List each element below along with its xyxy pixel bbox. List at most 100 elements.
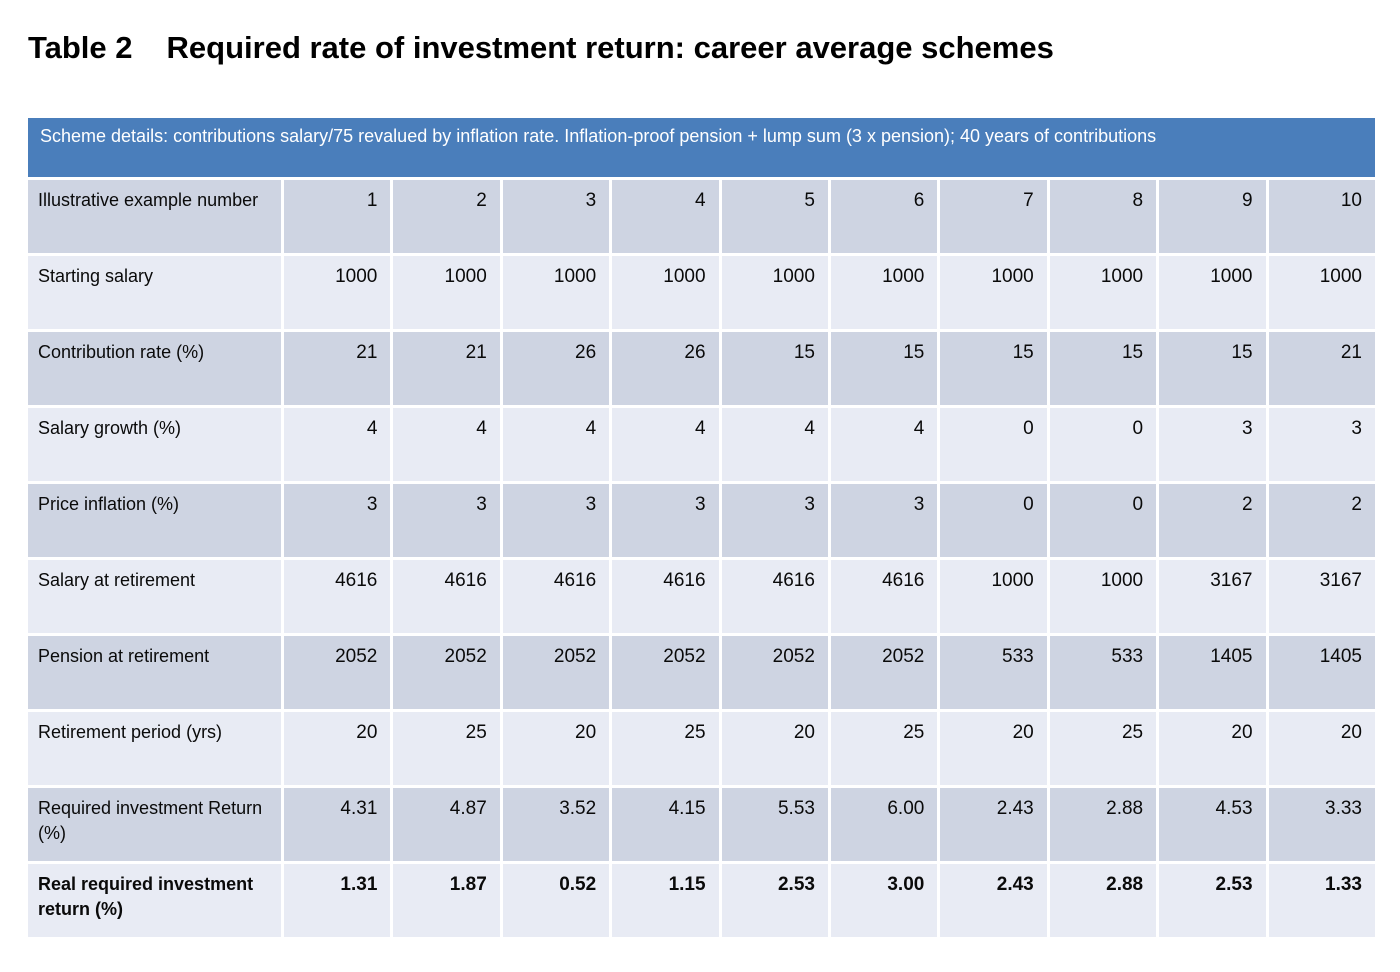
row-label: Starting salary <box>28 256 281 329</box>
table-cell: 1000 <box>284 256 391 329</box>
table-cell: 25 <box>1049 712 1157 785</box>
table-cell: 3 <box>502 180 610 253</box>
table-cell: 1000 <box>612 256 719 329</box>
table-cell: 2 <box>1268 484 1375 557</box>
table-cell: 3.00 <box>830 864 938 937</box>
table-cell: 1000 <box>940 560 1047 633</box>
table-cell: 4616 <box>721 560 828 633</box>
row-label: Retirement period (yrs) <box>28 712 281 785</box>
table-cell: 533 <box>1049 636 1157 709</box>
table-cell: 1000 <box>1159 256 1266 329</box>
table-row: Starting salary 1000 1000 1000 1000 1000 1000 1… <box>28 256 1375 329</box>
table-cell: 4 <box>830 408 938 481</box>
table-cell: 1.31 <box>284 864 391 937</box>
table-cell: 3.52 <box>502 788 610 861</box>
table-cell: 5 <box>721 180 828 253</box>
table-cell: 25 <box>393 712 500 785</box>
table-cell: 9 <box>1159 180 1266 253</box>
table-cell: 7 <box>940 180 1047 253</box>
table-cell: 0.52 <box>502 864 610 937</box>
table-cell: 3167 <box>1268 560 1375 633</box>
table-cell: 2 <box>1159 484 1266 557</box>
row-label: Price inflation (%) <box>28 484 281 557</box>
table-row: Contribution rate (%) 21 21 26 26 15 15 15 15 15 2… <box>28 332 1375 405</box>
table-cell: 2.53 <box>1159 864 1266 937</box>
table-cell: 15 <box>830 332 938 405</box>
table-cell: 20 <box>940 712 1047 785</box>
table-row: Illustrative example number 1 2 3 4 5 6 7 8 9 10 <box>28 180 1375 253</box>
table-cell: 4.15 <box>612 788 719 861</box>
table-cell: 3 <box>284 484 391 557</box>
table-cell: 533 <box>940 636 1047 709</box>
row-label: Required investment Return (%) <box>28 788 281 861</box>
table-cell: 2.53 <box>721 864 828 937</box>
table-cell: 3 <box>1268 408 1375 481</box>
table-cell: 4.31 <box>284 788 391 861</box>
table-cell: 15 <box>1159 332 1266 405</box>
table-cell: 4 <box>612 180 719 253</box>
table-cell: 4 <box>284 408 391 481</box>
row-label: Pension at retirement <box>28 636 281 709</box>
table-cell: 1000 <box>940 256 1047 329</box>
table-cell: 6 <box>830 180 938 253</box>
table-cell: 4616 <box>612 560 719 633</box>
table-cell: 26 <box>612 332 719 405</box>
table-cell: 4 <box>393 408 500 481</box>
table-cell: 21 <box>393 332 500 405</box>
table-cell: 1000 <box>721 256 828 329</box>
table-cell: 3 <box>830 484 938 557</box>
table-cell: 2.43 <box>940 864 1047 937</box>
table-cell: 2 <box>393 180 500 253</box>
table-cell: 4 <box>612 408 719 481</box>
table-cell: 3167 <box>1159 560 1266 633</box>
table-cell: 1.33 <box>1268 864 1375 937</box>
table-cell: 2052 <box>284 636 391 709</box>
table-cell: 0 <box>940 408 1047 481</box>
table-cell: 21 <box>284 332 391 405</box>
table-cell: 3 <box>1159 408 1266 481</box>
scheme-details-header: Scheme details: contributions salary/75 … <box>28 118 1375 177</box>
table-cell: 2.88 <box>1049 788 1157 861</box>
table-cell: 2052 <box>393 636 500 709</box>
table-row: Pension at retirement 2052 2052 2052 2052 205… <box>28 636 1375 709</box>
table-cell: 4.87 <box>393 788 500 861</box>
table-row: Real required investment return (%) 1.31 1… <box>28 864 1375 937</box>
table-row: Retirement period (yrs) 20 25 20 25 20 25 20 25 2… <box>28 712 1375 785</box>
table-cell: 2.43 <box>940 788 1047 861</box>
row-label: Salary growth (%) <box>28 408 281 481</box>
table-cell: 3 <box>393 484 500 557</box>
table-cell: 20 <box>1159 712 1266 785</box>
table-cell: 2052 <box>721 636 828 709</box>
table-title-text: Required rate of investment return: care… <box>166 30 1054 65</box>
table-cell: 0 <box>1049 408 1157 481</box>
row-label: Salary at retirement <box>28 560 281 633</box>
table-number: Table 2 <box>28 30 133 65</box>
table-cell: 15 <box>721 332 828 405</box>
table-cell: 4 <box>721 408 828 481</box>
table-cell: 3 <box>721 484 828 557</box>
table-cell: 15 <box>940 332 1047 405</box>
row-label: Illustrative example number <box>28 180 281 253</box>
table-cell: 1405 <box>1159 636 1266 709</box>
table-cell: 3.33 <box>1268 788 1375 861</box>
scheme-details-header-row: Scheme details: contributions salary/75 … <box>28 118 1375 177</box>
table-cell: 1000 <box>1049 256 1157 329</box>
table-cell: 25 <box>830 712 938 785</box>
career-average-scheme-table: Scheme details: contributions salary/75 … <box>25 115 1378 940</box>
table-cell: 21 <box>1268 332 1375 405</box>
table-cell: 0 <box>940 484 1047 557</box>
table-cell: 20 <box>721 712 828 785</box>
table-cell: 2052 <box>502 636 610 709</box>
table-cell: 2052 <box>830 636 938 709</box>
table-cell: 10 <box>1268 180 1375 253</box>
table-row: Price inflation (%) 3 3 3 3 3 3 0 0 2 2 <box>28 484 1375 557</box>
table-row: Salary growth (%) 4 4 4 4 4 4 0 0 3 3 <box>28 408 1375 481</box>
table-cell: 4616 <box>502 560 610 633</box>
table-cell: 3 <box>612 484 719 557</box>
table-row: Required investment Return (%) 4.31 4.87 3.… <box>28 788 1375 861</box>
table-cell: 3 <box>502 484 610 557</box>
table-cell: 8 <box>1049 180 1157 253</box>
table-cell: 20 <box>284 712 391 785</box>
table-cell: 4616 <box>393 560 500 633</box>
row-label: Contribution rate (%) <box>28 332 281 405</box>
